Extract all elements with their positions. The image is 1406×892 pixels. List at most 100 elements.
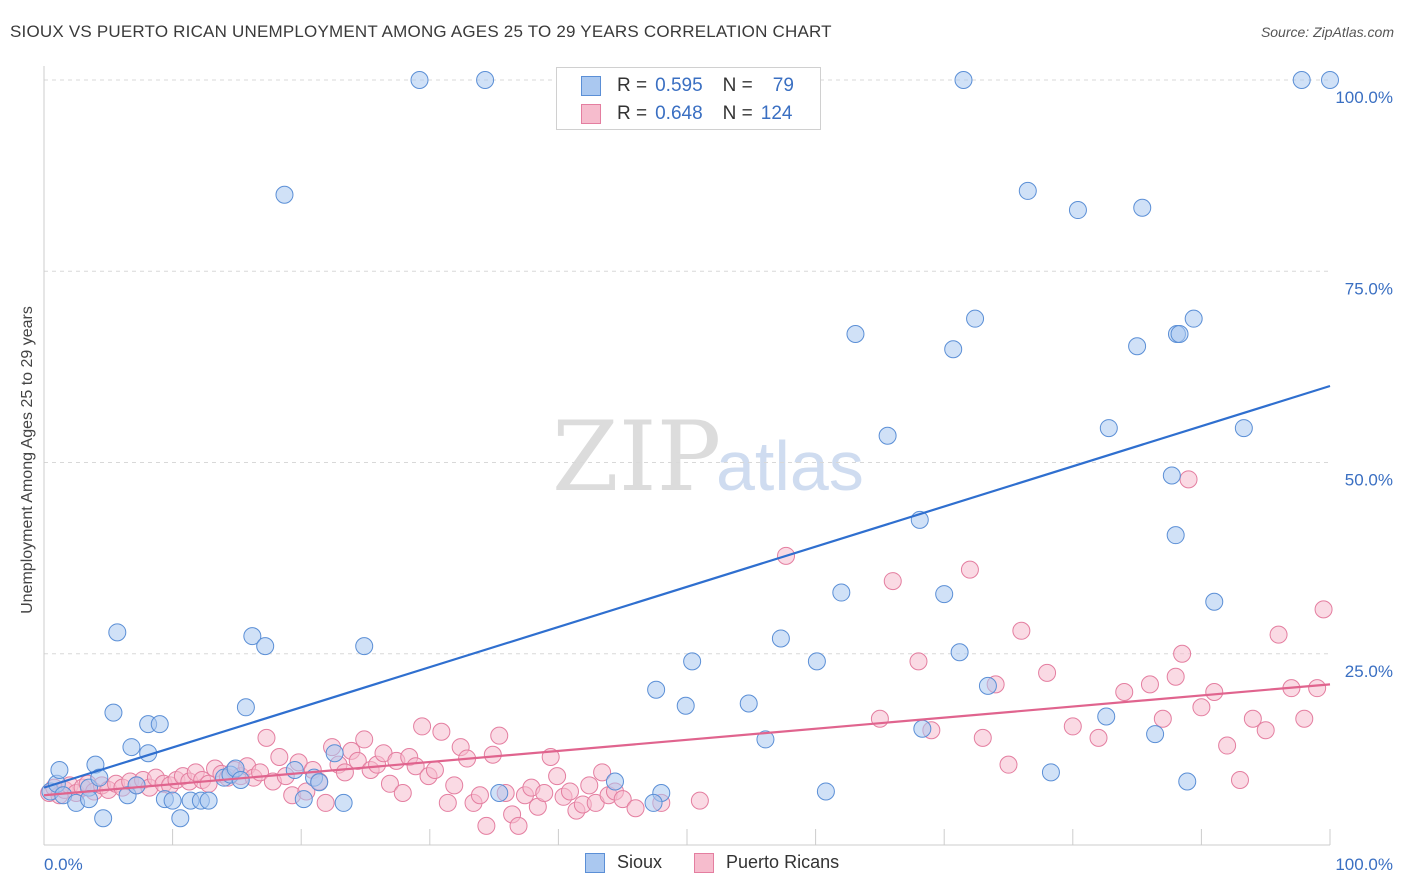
puerto-ricans-point: [1256, 721, 1275, 740]
puerto-ricans-point: [509, 816, 528, 835]
sioux-point: [683, 652, 702, 671]
sioux-point: [1292, 71, 1311, 89]
watermark-zip: ZIP: [552, 401, 721, 513]
sioux-point: [1041, 763, 1060, 782]
sioux-point: [1018, 181, 1037, 200]
puerto-ricans-point: [1063, 717, 1082, 736]
sioux-point: [1234, 419, 1253, 438]
puerto-ricans-swatch: [694, 852, 715, 873]
sioux-point: [94, 809, 113, 828]
sioux-point: [1133, 198, 1152, 217]
sioux-point: [490, 783, 509, 802]
sioux-point: [816, 782, 835, 801]
puerto-ricans-point: [613, 790, 632, 809]
sioux-point: [954, 71, 973, 89]
axes: [43, 66, 1331, 846]
legend-r-label: R =: [617, 75, 648, 96]
sioux-point: [310, 773, 329, 792]
watermark: ZIP atlas: [552, 401, 864, 513]
puerto-ricans-point: [999, 755, 1018, 774]
puerto-ricans-point: [1230, 770, 1249, 789]
sioux-point: [771, 629, 790, 648]
sioux-point: [410, 71, 429, 89]
legend-n-label: N =: [722, 103, 753, 124]
puerto-ricans-point: [425, 761, 444, 780]
puerto-ricans-point: [1218, 736, 1237, 755]
puerto-ricans-point: [593, 763, 612, 782]
sioux-point: [878, 426, 897, 445]
bottom-legend-sioux: Sioux: [585, 852, 662, 873]
puerto-ricans-point: [432, 722, 451, 741]
sioux-point: [108, 623, 127, 642]
sioux-trend-line: [43, 384, 1331, 789]
sioux-point: [935, 585, 954, 604]
sioux-point: [1178, 772, 1197, 791]
legend-r-value: 0.595: [655, 75, 703, 96]
sioux-point: [256, 637, 275, 656]
sioux-point: [1166, 526, 1185, 545]
legend-row-sioux: R = 0.595 N = 79: [581, 74, 794, 98]
puerto-ricans-point: [1140, 675, 1159, 694]
sioux-swatch: [585, 852, 605, 873]
puerto-ricans-point: [1314, 600, 1333, 619]
puerto-ricans-point: [316, 793, 335, 812]
puerto-ricans-point: [1153, 709, 1172, 728]
sioux-point: [1205, 592, 1224, 611]
sioux-point: [325, 744, 344, 763]
puerto-ricans-point: [883, 572, 902, 591]
puerto-ricans-point: [348, 751, 367, 770]
puerto-ricans-point: [1269, 625, 1288, 644]
puerto-ricans-point: [548, 767, 567, 786]
sioux-point: [1184, 309, 1203, 328]
sioux-point: [846, 324, 865, 343]
puerto-ricans-point: [560, 782, 579, 801]
puerto-ricans-point: [413, 717, 432, 736]
sioux-point: [647, 680, 666, 699]
chart-source: Source: ZipAtlas.com: [1260, 24, 1394, 40]
puerto-ricans-point: [909, 652, 928, 671]
sioux-point: [236, 698, 255, 717]
puerto-ricans-point: [438, 793, 457, 812]
sioux-point: [644, 793, 663, 812]
sioux-point: [171, 809, 190, 828]
sioux-point: [756, 730, 775, 749]
sioux-point: [163, 791, 182, 810]
puerto-ricans-point: [1243, 709, 1262, 728]
sioux-point: [950, 643, 969, 662]
sioux-point: [1321, 71, 1339, 89]
sioux-point: [978, 676, 997, 695]
y-tick-label: 50.0%: [1345, 471, 1393, 490]
puerto-ricans-point: [1192, 698, 1211, 717]
sioux-point: [275, 185, 294, 204]
puerto-ricans-point: [1173, 644, 1192, 663]
puerto-ricans-point: [445, 776, 464, 795]
puerto-ricans-point: [490, 726, 509, 745]
y-tick-label: 75.0%: [1345, 279, 1393, 298]
puerto-ricans-point: [1012, 621, 1031, 640]
legend-n-value: 79: [772, 75, 794, 96]
legend-box: R = 0.595 N = 79 R = 0.648 N = 124: [556, 67, 821, 130]
puerto-ricans-point: [477, 816, 496, 835]
sioux-point: [1146, 725, 1165, 744]
sioux-points: [41, 71, 1339, 828]
trend-lines: [43, 384, 1331, 797]
sioux-point: [807, 652, 826, 671]
chart-title: SIOUX VS PUERTO RICAN UNEMPLOYMENT AMONG…: [10, 22, 832, 41]
legend-r-value: 0.648: [655, 103, 703, 124]
sioux-point: [1097, 707, 1116, 726]
sioux-point: [104, 703, 123, 722]
sioux-point: [90, 768, 109, 787]
puerto-ricans-point: [580, 776, 599, 795]
sioux-point: [676, 696, 695, 715]
sioux-point: [231, 770, 250, 789]
puerto-ricans-point: [393, 783, 412, 802]
puerto-ricans-point: [973, 728, 992, 747]
sioux-point: [605, 772, 624, 791]
puerto-ricans-point: [1179, 470, 1198, 489]
legend-r-label: R =: [617, 103, 648, 124]
puerto-ricans-point: [483, 745, 502, 764]
grid: [44, 79, 1330, 655]
bottom-legend-puerto-ricans-label: Puerto Ricans: [726, 852, 840, 872]
x-tick-label: 100.0%: [1335, 855, 1393, 874]
sioux-point: [243, 627, 262, 646]
